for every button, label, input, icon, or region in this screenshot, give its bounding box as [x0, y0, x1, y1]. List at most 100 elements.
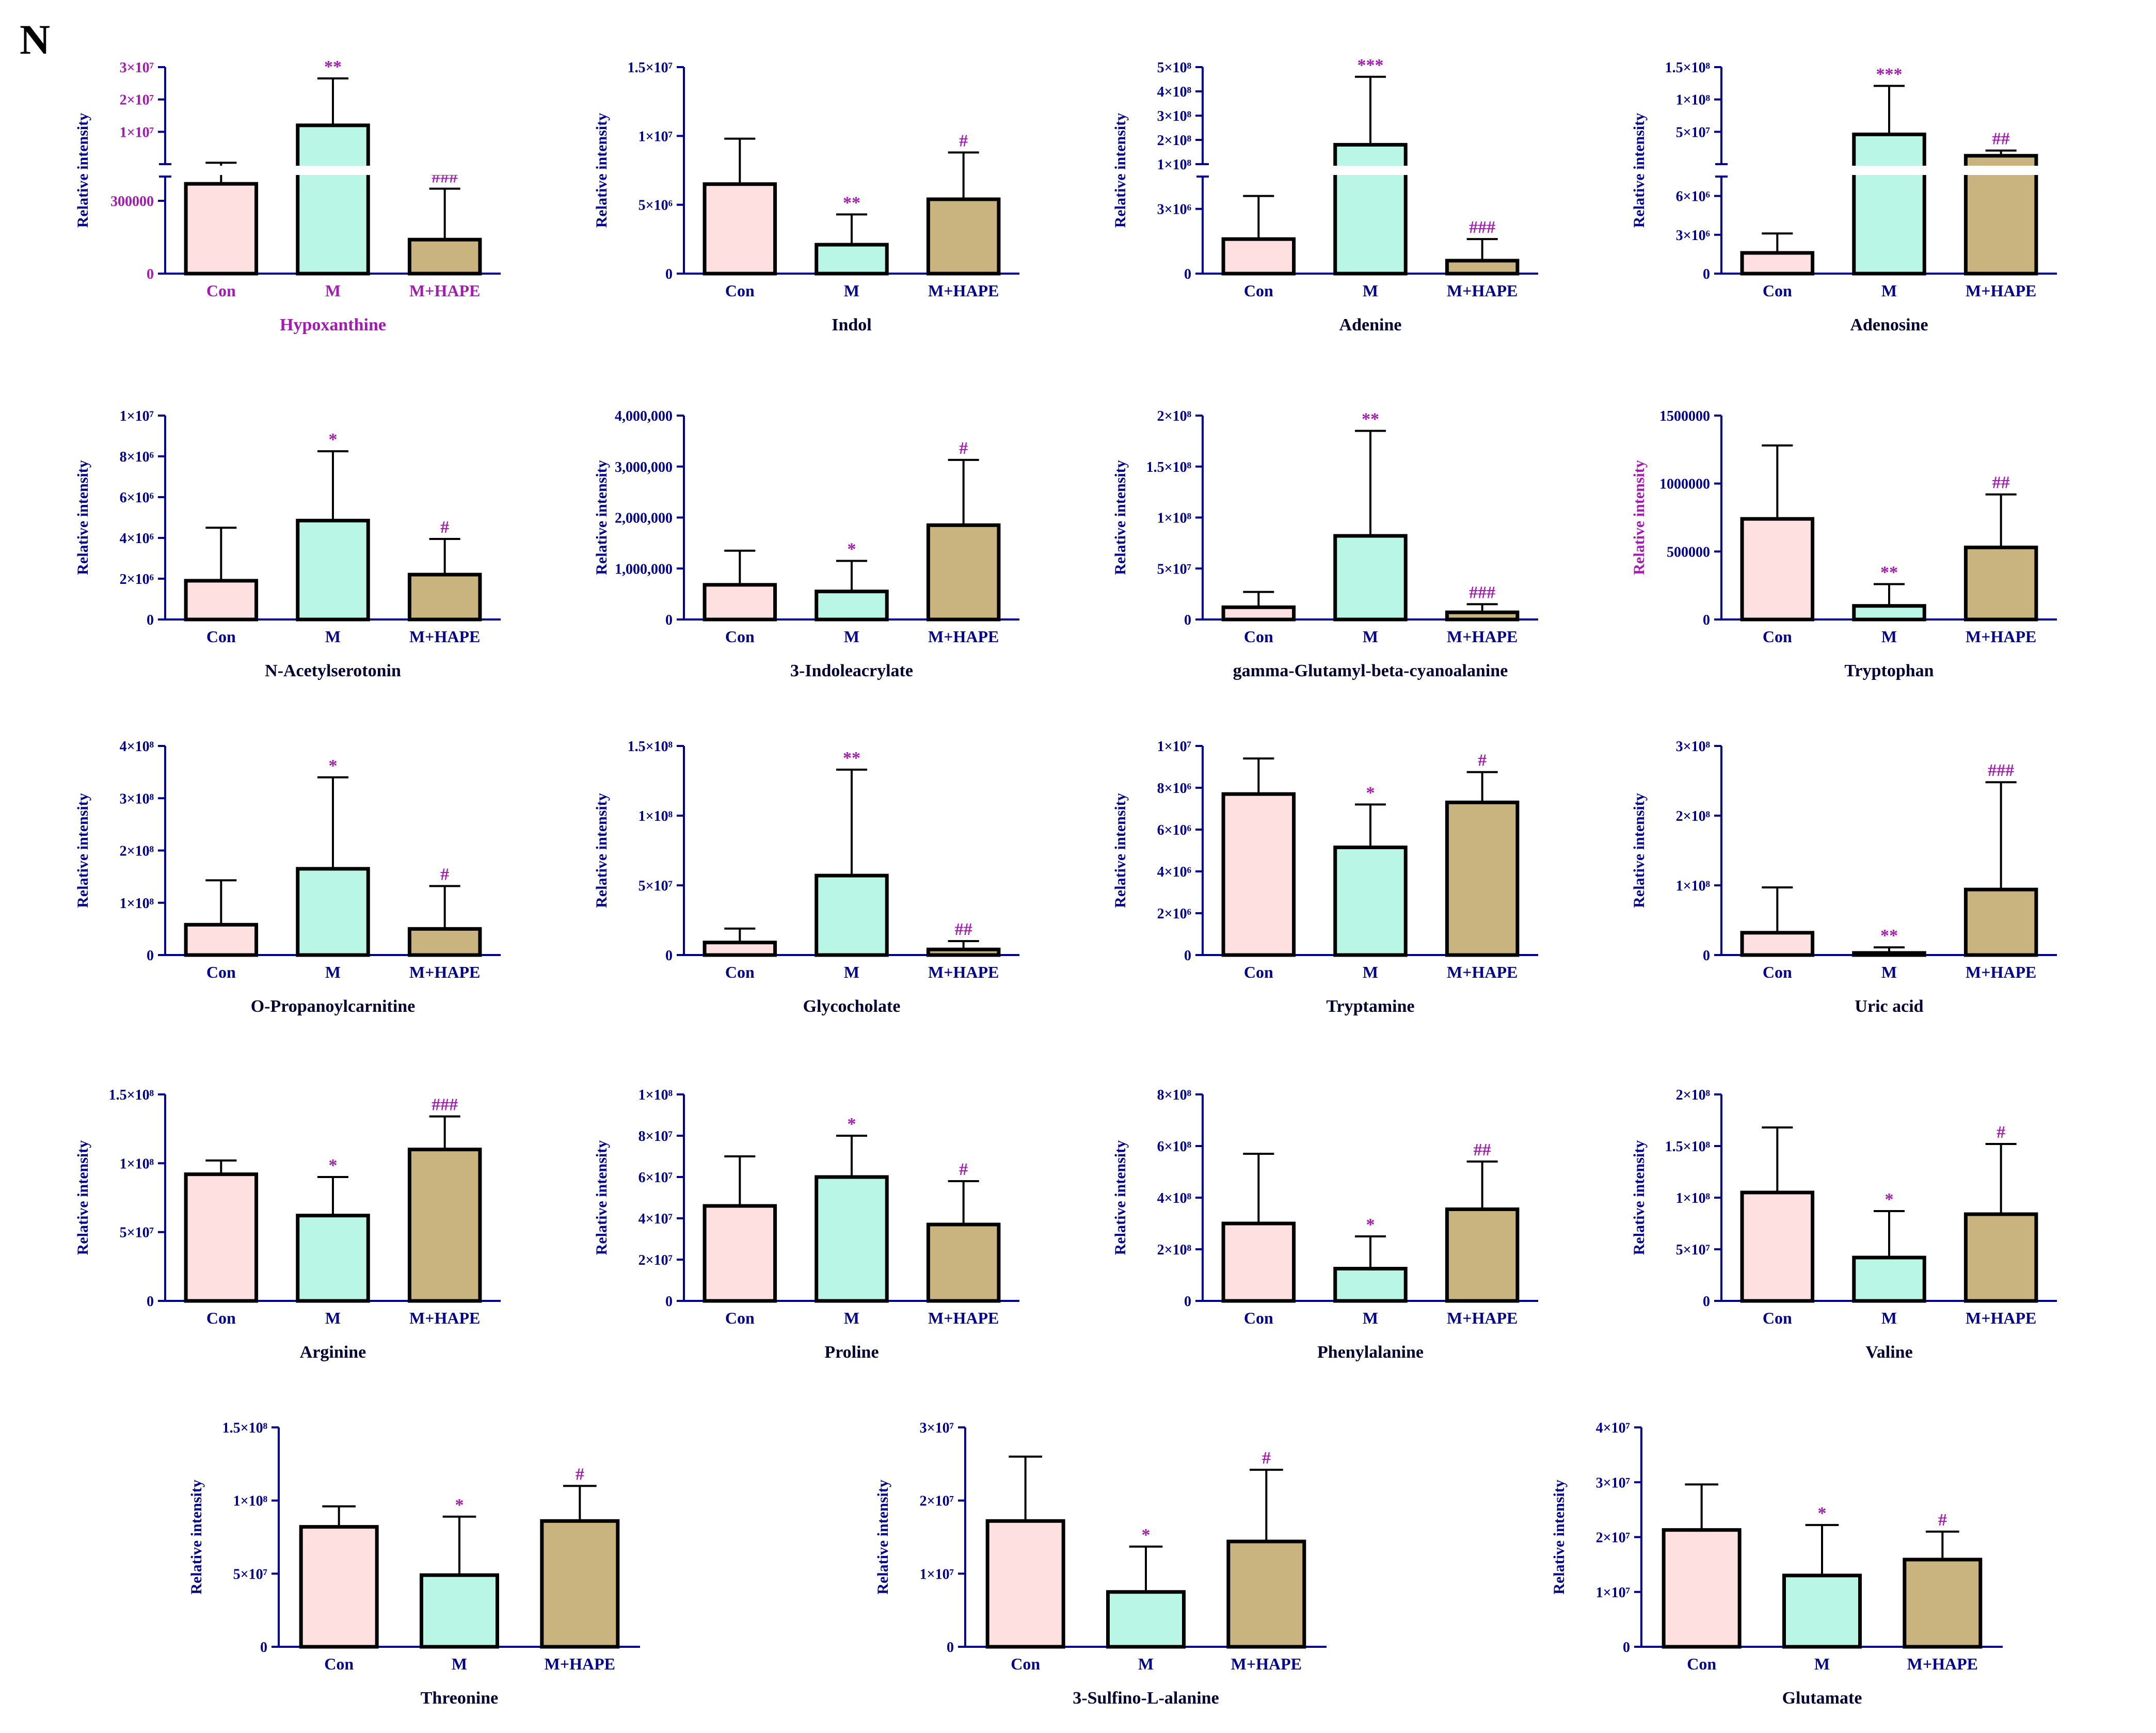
- y-tick-label: 1×10⁷: [920, 1566, 954, 1582]
- axis-break-gap: [1724, 166, 2057, 175]
- significance-mark: ##: [1474, 1140, 1491, 1159]
- x-tick-label: M: [844, 281, 859, 300]
- significance-mark: #: [959, 439, 968, 458]
- chart-title: Proline: [824, 1343, 879, 1362]
- bar-con: [1740, 931, 1815, 957]
- bar-m-hape: [1903, 1557, 1983, 1649]
- chart-title: Adenosine: [1850, 315, 1928, 335]
- y-axis-label: Relative intensity: [188, 1480, 205, 1594]
- y-axis-label: Relative intensity: [1112, 793, 1129, 908]
- chart-tryptophan: 0 500000 1000000 1500000 Con ** M ## M+HAPE Relat…: [1631, 408, 2057, 680]
- x-tick-label: M: [325, 963, 341, 981]
- x-tick-label: M+HAPE: [1447, 627, 1518, 646]
- y-tick-label: 4×10⁸: [1157, 84, 1191, 100]
- bar-m: [1852, 132, 1926, 276]
- x-tick-label: M: [844, 963, 859, 981]
- x-tick-label: M+HAPE: [1966, 1309, 2036, 1327]
- y-tick-label: 1×10⁷: [120, 408, 154, 424]
- chart-title: Tryptamine: [1326, 997, 1414, 1016]
- significance-mark: *: [455, 1496, 464, 1515]
- chart-title: Valine: [1865, 1343, 1912, 1362]
- bar-m-hape: [926, 1222, 1001, 1303]
- chart-proline: 0 2×10⁷ 4×10⁷ 6×10⁷ 8×10⁷ 1×10⁸ Con * M # M+HAPE Re…: [593, 1087, 1019, 1362]
- bar-con: [299, 1525, 379, 1649]
- y-tick-label: 4×10⁸: [120, 739, 154, 755]
- x-tick-label: M: [1881, 627, 1897, 646]
- bar-con: [1221, 237, 1296, 276]
- significance-mark: **: [1880, 926, 1898, 945]
- bar-m: [296, 1214, 370, 1303]
- y-tick-label: 0: [1184, 948, 1191, 964]
- x-tick-label: Con: [206, 281, 236, 300]
- x-tick-label: Con: [1763, 963, 1792, 981]
- y-tick-label: 0: [1184, 1294, 1191, 1310]
- axis-break-gap: [1206, 166, 1538, 175]
- significance-mark: ***: [1876, 65, 1903, 84]
- significance-mark: #: [959, 1160, 968, 1179]
- x-tick-label: M: [325, 1309, 341, 1327]
- y-tick-label: 0: [147, 612, 154, 628]
- x-tick-label: M+HAPE: [409, 281, 480, 300]
- y-tick-label: 0: [1703, 948, 1710, 964]
- bar-con: [702, 182, 777, 276]
- y-tick-label: 5×10⁷: [638, 878, 673, 894]
- y-tick-label: 1.5×10⁸: [628, 739, 673, 755]
- y-tick-label: 3×10⁸: [1157, 108, 1191, 124]
- y-tick-label: 5×10⁷: [1676, 1242, 1710, 1258]
- y-axis-label: Relative intensity: [74, 793, 91, 908]
- x-tick-label: Con: [206, 963, 236, 981]
- y-tick-label: 0: [1703, 266, 1710, 282]
- y-tick-label: 1,000,000: [615, 561, 673, 577]
- chart-title: 3-Sulfino-L-alanine: [1073, 1689, 1219, 1708]
- chart-title: Indol: [832, 315, 872, 335]
- y-tick-label: 3×10⁸: [1676, 739, 1710, 755]
- y-tick-label: 6×10⁶: [1157, 822, 1191, 838]
- y-tick-label: 2×10⁸: [1157, 133, 1191, 149]
- y-tick-label: 0: [1184, 612, 1191, 628]
- significance-mark: #: [1478, 751, 1487, 770]
- significance-mark: *: [329, 1156, 338, 1175]
- significance-mark: *: [329, 430, 338, 449]
- significance-mark: ###: [1469, 583, 1495, 602]
- y-tick-label: 4×10⁷: [638, 1211, 673, 1227]
- chart-uric-acid: 0 1×10⁸ 2×10⁸ 3×10⁸ Con ** M ### M+HAPE Relative …: [1631, 739, 2057, 1016]
- bar-m: [420, 1573, 499, 1649]
- significance-mark: ##: [1992, 473, 2010, 492]
- chart-hypoxanthine: 03000001×10⁷2×10⁷3×10⁷Con**M###M+HAPERel…: [74, 57, 501, 335]
- y-tick-label: 6×10⁶: [120, 490, 154, 506]
- significance-mark: *: [848, 539, 856, 559]
- y-axis-label: Relative intensity: [593, 1140, 610, 1255]
- bar-m-hape: [407, 927, 482, 957]
- bar-m: [296, 867, 370, 957]
- chart-title: gamma-Glutamyl-beta-cyanoalanine: [1233, 661, 1508, 680]
- chart-title: O-Propanoylcarnitine: [251, 997, 416, 1016]
- x-tick-label: Con: [725, 627, 755, 646]
- x-tick-label: M: [325, 281, 341, 300]
- bar-m: [815, 1175, 889, 1303]
- y-tick-label: 2×10⁸: [120, 844, 154, 860]
- y-tick-label: 0: [1703, 1294, 1710, 1310]
- y-tick-label: 2×10⁸: [1157, 1242, 1191, 1258]
- chart-indol: 0 5×10⁶ 1×10⁷ 1.5×10⁷ Con ** M # M+HAPE Relative …: [593, 60, 1019, 335]
- chart-title: Phenylalanine: [1317, 1343, 1424, 1362]
- y-tick-label: 0: [947, 1640, 954, 1656]
- y-tick-label: 8×10⁸: [1157, 1087, 1191, 1103]
- chart-title: 3-Indoleacrylate: [790, 661, 913, 680]
- bar-m-hape: [1445, 259, 1520, 276]
- bar-con: [184, 1172, 259, 1303]
- panel-letter: N: [20, 16, 51, 63]
- chart-valine: 0 5×10⁷ 1×10⁸ 1.5×10⁸ 2×10⁸ Con * M # M+HAPE Relat…: [1631, 1087, 2057, 1362]
- y-tick-label: 8×10⁶: [120, 449, 154, 465]
- y-tick-label: 4×10⁸: [1157, 1190, 1191, 1206]
- x-tick-label: M+HAPE: [928, 963, 999, 981]
- chart-3-indoleacrylate: 0 1,000,000 2,000,000 3,000,000 4,000,000 Con…: [593, 408, 1019, 680]
- y-tick-label: 3×10⁶: [1157, 202, 1191, 218]
- x-tick-label: Con: [1244, 1309, 1273, 1327]
- y-axis-label: Relative intensity: [74, 1140, 91, 1255]
- y-tick-label: 0: [1703, 612, 1710, 628]
- x-tick-label: M: [1138, 1655, 1154, 1673]
- y-axis-label: Relative intensity: [593, 793, 610, 908]
- bar-con: [702, 583, 777, 622]
- bar-m: [1333, 1267, 1408, 1303]
- x-tick-label: M+HAPE: [1447, 281, 1518, 300]
